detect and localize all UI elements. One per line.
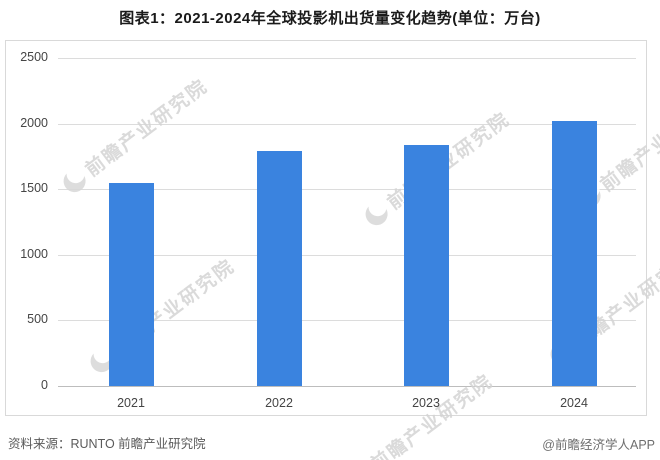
credit-text: @前瞻经济学人APP (542, 438, 655, 452)
gridline-0 (58, 386, 636, 387)
bar-2021 (108, 183, 154, 386)
y-axis-tick-1000: 1000 (20, 247, 48, 261)
y-axis-tick-2000: 2000 (20, 116, 48, 130)
x-axis-tick-2023: 2023 (412, 396, 440, 410)
chart-title: 图表1：2021-2024年全球投影机出货量变化趋势(单位：万台) (119, 10, 541, 27)
gridline-2500 (58, 58, 636, 59)
bar-2023 (403, 145, 449, 386)
bar-chart: 0 500 1000 1500 2000 2500 2021 2022 2023 2024 (5, 40, 647, 416)
data-source-text: 资料来源：RUNTO 前瞻产业研究院 (8, 437, 206, 451)
gridline-500 (58, 320, 636, 321)
gridline-1500 (58, 189, 636, 190)
gridline-2000 (58, 124, 636, 125)
y-axis-tick-0: 0 (41, 378, 48, 392)
bar-2024 (551, 121, 597, 386)
gridline-1000 (58, 255, 636, 256)
y-axis-tick-1500: 1500 (20, 181, 48, 195)
y-axis-tick-500: 500 (27, 312, 48, 326)
x-axis-tick-2024: 2024 (560, 396, 588, 410)
bar-2022 (256, 151, 302, 386)
x-axis-tick-2021: 2021 (117, 396, 145, 410)
x-axis-tick-2022: 2022 (265, 396, 293, 410)
y-axis-tick-2500: 2500 (20, 50, 48, 64)
